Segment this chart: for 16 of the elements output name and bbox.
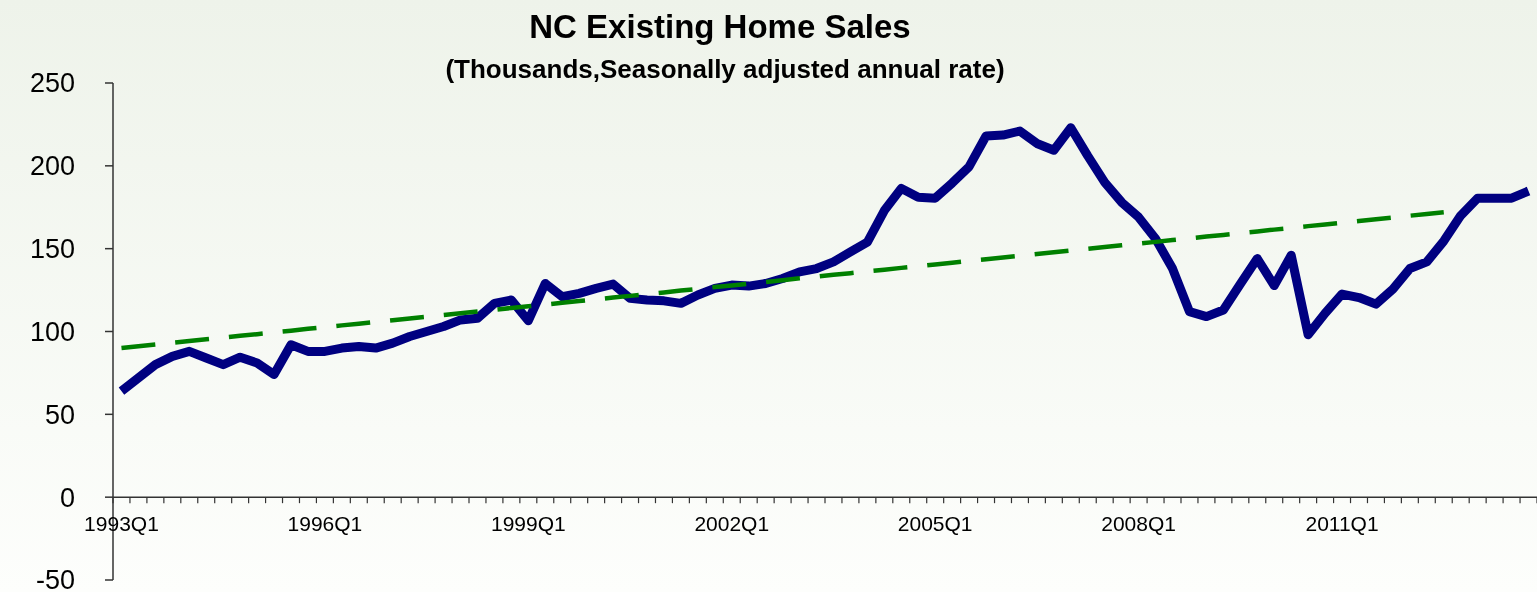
y-tick-label: 0 [59, 482, 75, 513]
y-tick-label: 150 [29, 234, 75, 265]
x-tick-label: 1996Q1 [287, 512, 363, 536]
y-tick-label: 250 [29, 68, 75, 99]
chart-subtitle: (Thousands,Seasonally adjusted annual rate) [445, 54, 1005, 84]
x-tick-label: 2005Q1 [897, 512, 973, 536]
line-series [119, 209, 1447, 351]
chart-title: NC Existing Home Sales [529, 8, 911, 45]
y-tick-label: 200 [29, 151, 75, 182]
x-tick-label: 1999Q1 [490, 512, 566, 536]
y-tick-label: 50 [44, 399, 75, 430]
y-tick-label: 100 [29, 316, 75, 347]
x-tick-label: 2011Q1 [1305, 512, 1379, 536]
y-tick-label: -50 [35, 565, 75, 592]
x-tick-label: 2008Q1 [1101, 512, 1176, 536]
x-tick-label: 2002Q1 [694, 512, 770, 536]
